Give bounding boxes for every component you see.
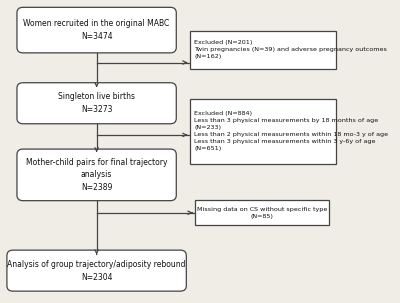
Text: Mother-child pairs for final trajectory
analysis
N=2389: Mother-child pairs for final trajectory … [26,158,167,192]
FancyBboxPatch shape [190,31,336,68]
FancyBboxPatch shape [190,99,336,164]
Text: Women recruited in the original MABC
N=3474: Women recruited in the original MABC N=3… [24,19,170,41]
FancyBboxPatch shape [17,7,176,53]
Text: Analysis of group trajectory/adiposity rebound
N=2304: Analysis of group trajectory/adiposity r… [7,260,186,281]
Text: Excluded (N=201)
Twin pregnancies (N=39) and adverse pregnancy outcomes
(N=162): Excluded (N=201) Twin pregnancies (N=39)… [194,40,387,59]
FancyBboxPatch shape [17,83,176,124]
Text: Excluded (N=884)
Less than 3 physical measurements by 18 months of age
(N=233)
L: Excluded (N=884) Less than 3 physical me… [194,111,388,151]
FancyBboxPatch shape [7,250,186,291]
Text: Singleton live births
N=3273: Singleton live births N=3273 [58,92,135,114]
FancyBboxPatch shape [195,200,329,225]
Text: Missing data on CS without specific type
(N=85): Missing data on CS without specific type… [197,207,328,218]
FancyBboxPatch shape [17,149,176,201]
